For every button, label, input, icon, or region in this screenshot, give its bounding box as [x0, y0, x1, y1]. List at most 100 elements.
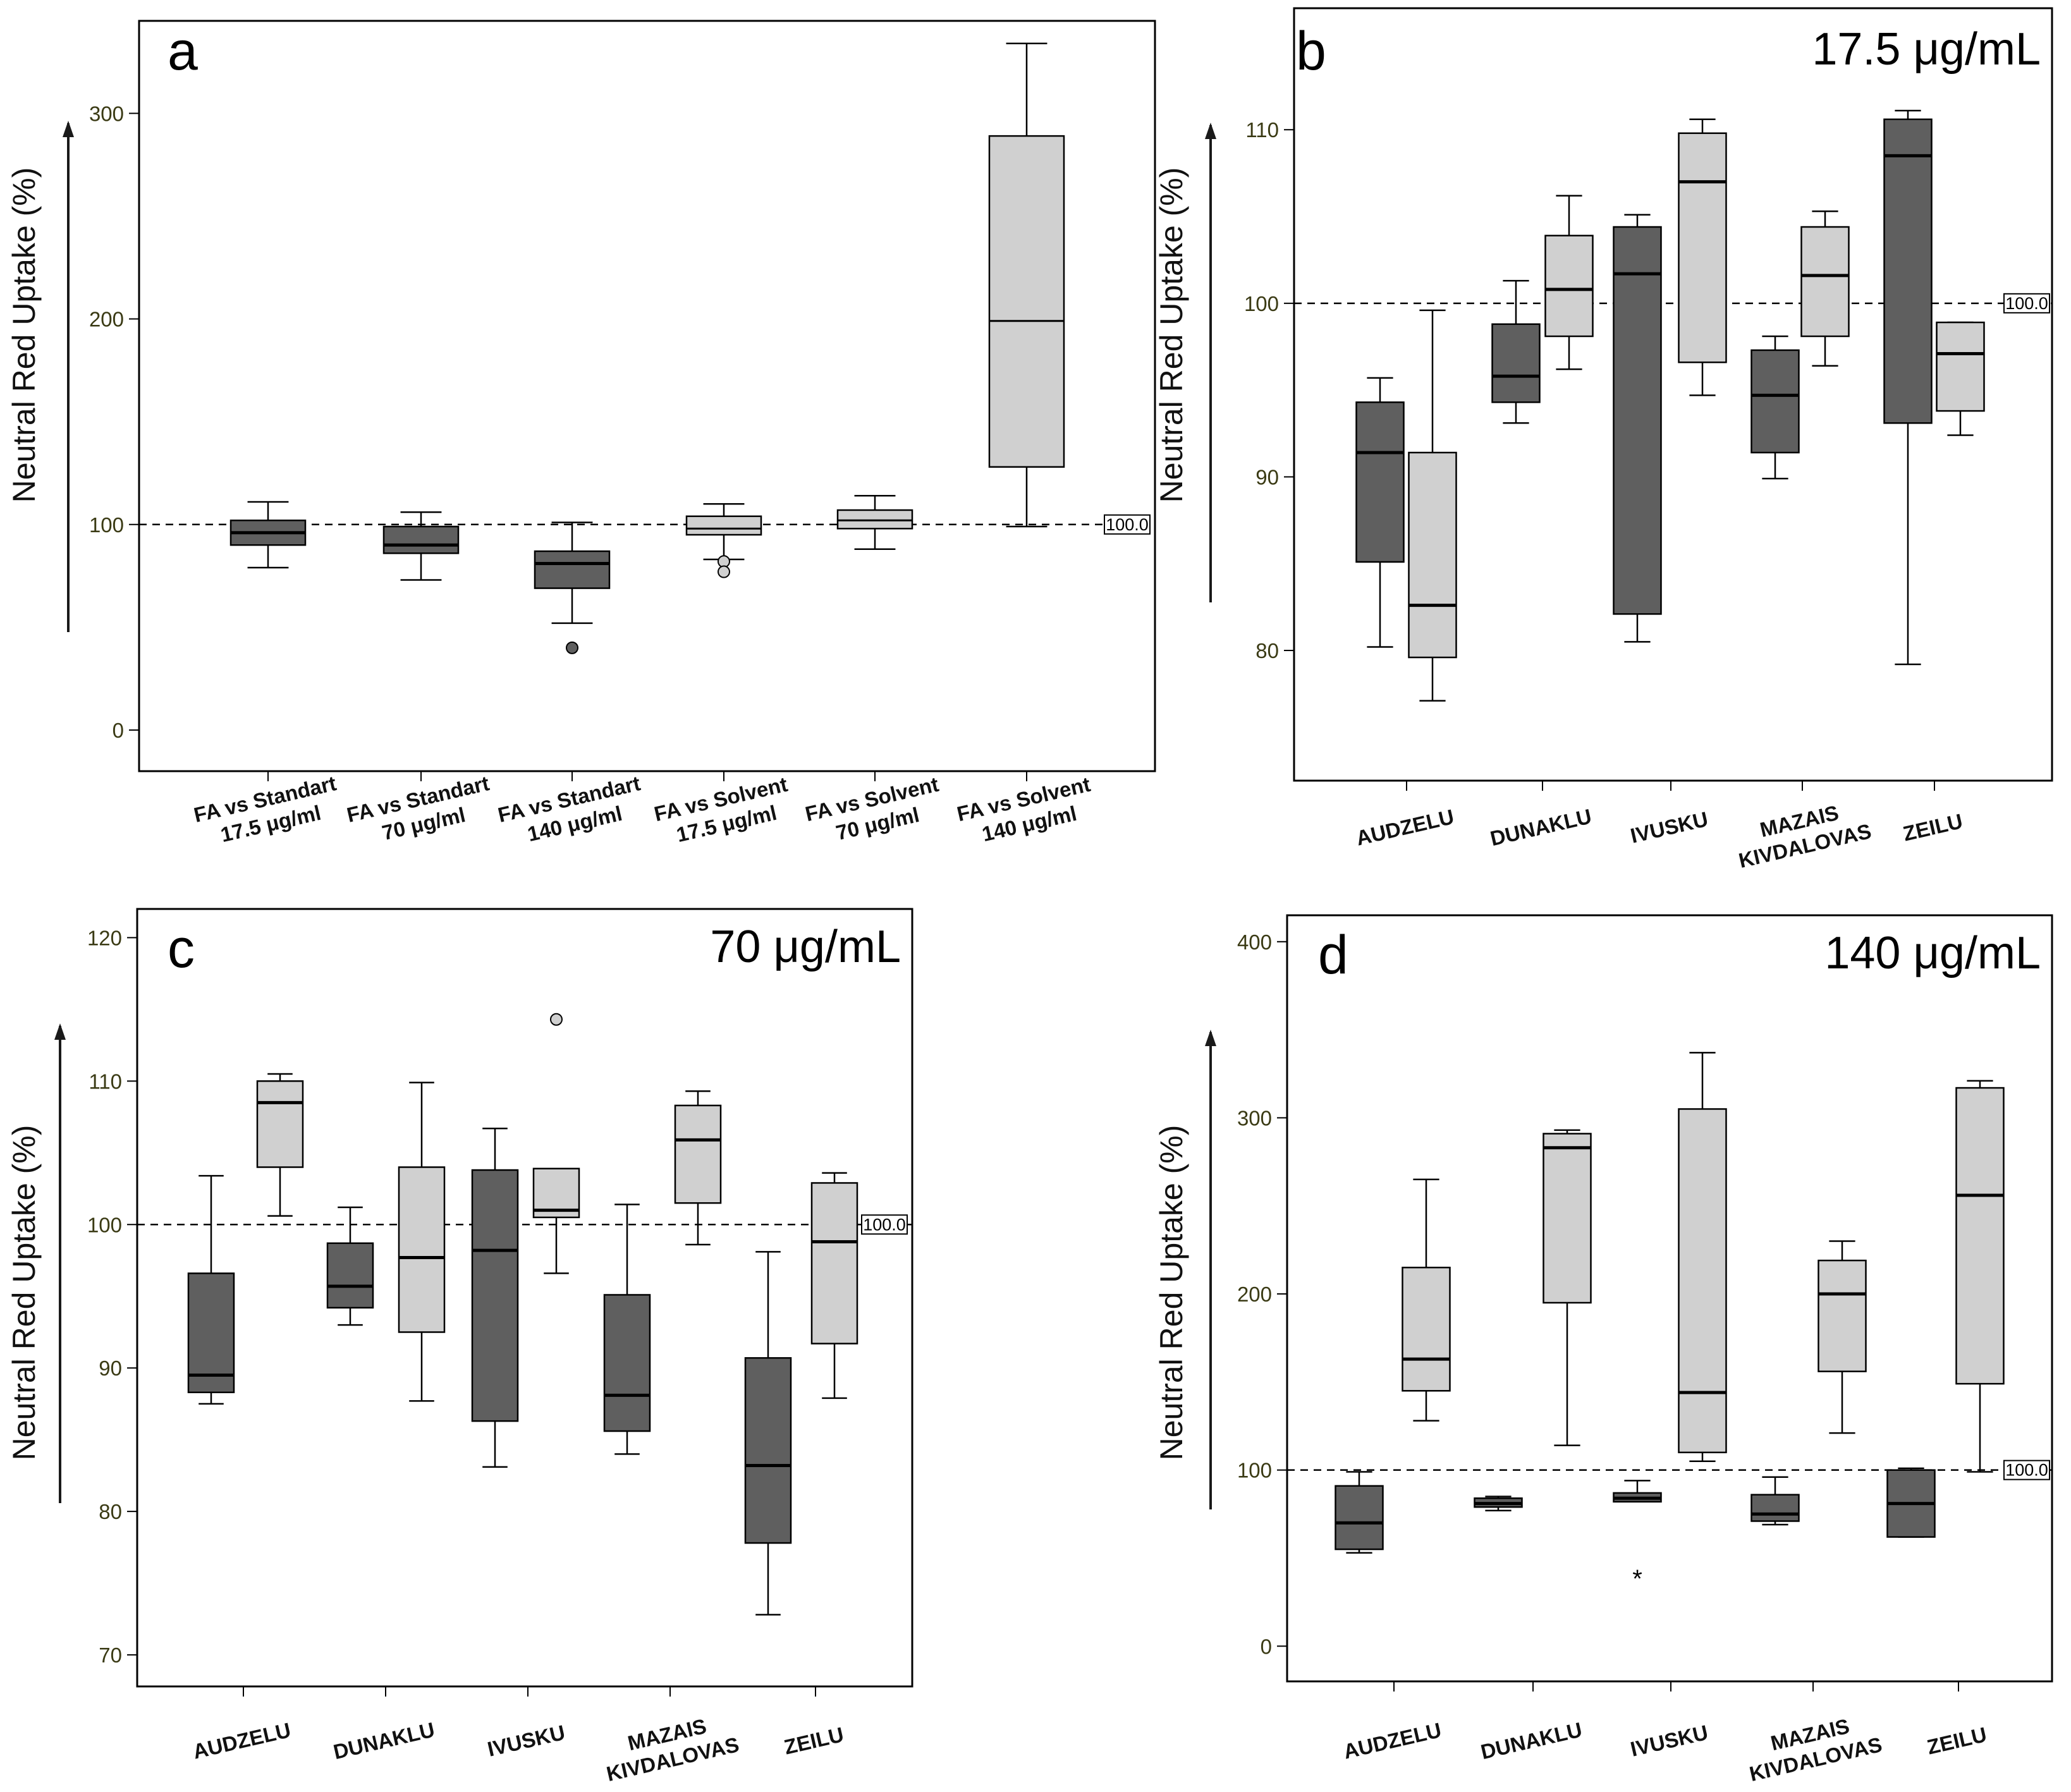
y-tick-label: 70 [99, 1643, 122, 1667]
category-label-line: DUNAKLU [331, 1717, 437, 1764]
y-tick-label: 110 [89, 1070, 122, 1093]
category-label: FA vs Solvent140 μg/ml [955, 772, 1098, 850]
category-label: FA vs Solvent70 μg/ml [803, 772, 946, 850]
concentration-label: 70 μg/mL [710, 922, 901, 972]
box-body [1335, 1485, 1384, 1551]
reference-label-box [1104, 514, 1151, 535]
y-tick-label: 100 [89, 513, 124, 537]
category-label: IVUSKU [1628, 807, 1711, 848]
box-b-0 [1355, 377, 1405, 648]
category-label: FA vs Solvent17.5 μg/ml [652, 772, 795, 850]
box-c-3 [398, 1082, 446, 1402]
box-a-1 [382, 511, 460, 581]
y-axis-arrow-head [1205, 123, 1216, 139]
box-body [836, 509, 913, 530]
category-label-line: IVUSKU [486, 1721, 568, 1761]
category-label-line: ZEILU [1925, 1722, 1989, 1758]
box-body [1491, 323, 1541, 403]
y-tick-label: 400 [1237, 930, 1272, 954]
y-tick-label: 100 [1237, 1459, 1272, 1482]
category-label: ZEILU [1901, 809, 1965, 845]
box-d-7 [1817, 1240, 1867, 1434]
box-body [1678, 132, 1727, 363]
box-d-1 [1402, 1178, 1451, 1422]
box-body [326, 1242, 374, 1309]
box-body [744, 1357, 792, 1544]
category-label-line: ZEILU [782, 1722, 846, 1758]
box-d-6 [1750, 1476, 1800, 1526]
category-label: MAZAISKIVDALOVAS [1731, 795, 1874, 872]
y-tick-label: 0 [113, 719, 124, 742]
category-label: FA vs Standart17.5 μg/ml [192, 771, 344, 851]
box-b-4 [1613, 214, 1662, 643]
box-body [1750, 1494, 1800, 1522]
y-tick-label: 300 [89, 102, 124, 125]
box-body [1750, 349, 1800, 454]
box-a-0 [229, 501, 307, 569]
box-d-9 [1955, 1080, 2005, 1473]
category-label-line: DUNAKLU [1479, 1717, 1584, 1764]
box-a-3 [685, 503, 762, 578]
reference-label: 100.0 [863, 1215, 906, 1234]
y-tick-label: 80 [99, 1500, 122, 1523]
box-b-6 [1750, 335, 1800, 480]
box-b-1 [1408, 309, 1457, 702]
box-c-6 [603, 1204, 651, 1455]
category-label: AUDZELU [1353, 805, 1456, 850]
y-tick-label: 100 [87, 1213, 122, 1236]
category-label-line: AUDZELU [1341, 1718, 1443, 1764]
concentration-label: 140 μg/mL [1824, 928, 2041, 978]
y-axis-label: Neutral Red Uptake (%) [6, 1125, 42, 1461]
reference-label: 100.0 [2005, 294, 2048, 313]
chart-panel-c: 70 80 90 100 110 120 Neutral Red Uptake (%) c 70… [6, 908, 913, 1786]
y-tick-label: 90 [1255, 465, 1279, 489]
y-tick-label: 80 [1255, 639, 1279, 662]
box-body [1936, 321, 1985, 412]
box-a-5 [988, 42, 1065, 528]
box-body [1955, 1087, 2005, 1385]
plot-frame [1293, 7, 2053, 782]
category-label: ZEILU [1925, 1722, 1989, 1758]
plot-frame [1286, 914, 2053, 1683]
outlier-point [550, 1013, 563, 1026]
y-axis-arrow-head [63, 121, 74, 137]
box-body [988, 135, 1065, 468]
box-body [1817, 1259, 1867, 1372]
reference-label: 100.0 [1106, 515, 1149, 534]
y-tick-label: 110 [1245, 118, 1279, 142]
category-label: FA vs Standart70 μg/ml [345, 771, 497, 851]
concentration-label: 17.5 μg/mL [1812, 24, 2041, 75]
box-body [810, 1182, 858, 1344]
box-b-8 [1883, 109, 1933, 666]
category-label: DUNAKLU [1488, 804, 1594, 850]
outlier-point [718, 565, 730, 578]
reference-label-box [2003, 1460, 2050, 1480]
box-body [382, 525, 460, 554]
box-body [603, 1294, 651, 1432]
box-body [685, 515, 762, 536]
chart-panel-a: 0 100 200 300 Neutral Red Uptake (%) a 100.0 FA… [6, 20, 1156, 851]
y-tick-label: 200 [1237, 1283, 1272, 1306]
box-c-7 [674, 1090, 722, 1246]
box-c-2 [326, 1206, 374, 1326]
box-c-4 [471, 1127, 519, 1468]
panel-label: d [1318, 925, 1348, 985]
box-body [398, 1166, 446, 1333]
plot-frame [136, 908, 913, 1688]
y-axis-label: Neutral Red Uptake (%) [1154, 168, 1189, 503]
box-b-7 [1800, 210, 1850, 367]
box-d-3 [1543, 1129, 1592, 1446]
category-label-line: DUNAKLU [1488, 804, 1594, 850]
category-label: FA vs Standart140 μg/ml [496, 771, 648, 851]
reference-label: 100.0 [2005, 1461, 2048, 1480]
category-label: AUDZELU [1341, 1718, 1443, 1764]
box-body [1883, 118, 1933, 424]
box-b-2 [1491, 279, 1541, 424]
category-label-line: AUDZELU [190, 1718, 293, 1764]
box-body [1355, 401, 1405, 563]
category-label: ZEILU [782, 1722, 846, 1758]
box-body [1408, 451, 1457, 659]
category-label: DUNAKLU [331, 1717, 437, 1764]
box-d-8 [1886, 1467, 1936, 1538]
y-axis-arrow-head [54, 1023, 66, 1040]
